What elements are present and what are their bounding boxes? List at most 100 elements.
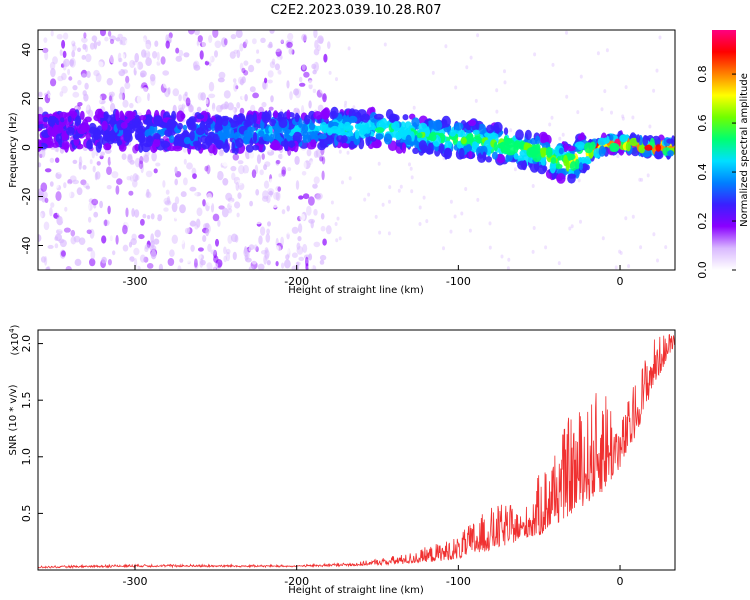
- noise-blob: [183, 52, 190, 58]
- noise-blob: [200, 259, 206, 266]
- noise-blob: [138, 237, 142, 246]
- ridge-blob: [267, 110, 272, 121]
- ridge-blob: [283, 139, 289, 152]
- noise-blob: [256, 179, 263, 189]
- noise-blob: [115, 254, 122, 262]
- ridge-blob: [85, 132, 91, 140]
- noise-blob: [442, 246, 445, 251]
- noise-blob: [104, 219, 108, 227]
- noise-blob: [202, 211, 206, 217]
- noise-blob: [335, 77, 338, 82]
- ridge-blob: [269, 133, 274, 143]
- ridge-blob: [534, 135, 541, 145]
- noise-blob: [116, 204, 123, 211]
- noise-blob: [131, 208, 135, 217]
- noise-blob: [312, 88, 317, 94]
- noise-blob: [93, 211, 99, 218]
- noise-blob: [248, 64, 255, 73]
- noise-blob: [315, 242, 321, 249]
- noise-blob: [299, 76, 303, 83]
- ridge-blob: [145, 136, 153, 148]
- noise-blob: [531, 249, 535, 254]
- ridge-blob: [84, 116, 92, 123]
- ridge-blob: [535, 143, 541, 151]
- ridge-blob: [243, 120, 251, 128]
- ridge-blob: [119, 110, 124, 120]
- noise-blob: [61, 39, 66, 49]
- noise-blob: [302, 93, 309, 100]
- noise-blob: [302, 180, 309, 189]
- noise-blob: [144, 43, 151, 50]
- noise-blob: [656, 258, 659, 263]
- noise-blob: [311, 179, 318, 185]
- ridge-blob: [401, 142, 407, 154]
- noise-blob: [225, 248, 231, 255]
- noise-blob: [194, 30, 200, 36]
- noise-blob: [278, 173, 283, 178]
- noise-blob: [171, 234, 178, 244]
- noise-blob: [195, 252, 202, 261]
- noise-blob: [99, 178, 105, 183]
- noise-blob: [175, 55, 183, 62]
- ridge-blob: [392, 121, 400, 132]
- noise-blob: [293, 88, 300, 96]
- ridge-blob: [51, 117, 59, 123]
- ridge-blob: [115, 109, 120, 122]
- ridge-blob: [190, 121, 197, 132]
- noise-blob: [136, 94, 143, 105]
- noise-blob: [454, 85, 458, 90]
- ridge-blob: [183, 136, 191, 145]
- noise-blob: [54, 236, 59, 241]
- noise-blob: [183, 217, 189, 226]
- noise-blob: [146, 263, 154, 269]
- noise-blob: [295, 180, 300, 190]
- ridge-blob: [105, 143, 112, 151]
- noise-blob: [178, 237, 185, 245]
- noise-blob: [106, 185, 112, 190]
- noise-blob: [229, 200, 234, 206]
- noise-blob: [118, 92, 124, 100]
- noise-blob: [109, 35, 117, 41]
- noise-blob: [408, 162, 411, 167]
- noise-blob: [565, 30, 568, 35]
- ridge-blob: [410, 141, 414, 147]
- noise-blob: [93, 223, 100, 229]
- noise-blob: [495, 88, 499, 93]
- ridge-blob: [153, 138, 161, 148]
- noise-blob: [246, 30, 253, 38]
- ridge-blob: [297, 117, 303, 128]
- noise-blob: [196, 106, 202, 113]
- noise-blob: [128, 190, 134, 196]
- noise-blob: [256, 100, 261, 108]
- noise-blob: [250, 216, 257, 222]
- noise-blob: [219, 66, 226, 71]
- noise-blob: [336, 216, 340, 221]
- ridge-blob: [64, 142, 69, 153]
- noise-blob: [81, 54, 86, 60]
- ridge-blob: [416, 132, 423, 139]
- noise-blob: [76, 187, 83, 196]
- noise-blob: [227, 102, 234, 111]
- noise-blob: [188, 30, 195, 35]
- noise-blob: [381, 202, 385, 207]
- noise-blob: [125, 207, 129, 218]
- noise-blob: [346, 150, 350, 155]
- noise-blob: [178, 94, 182, 102]
- noise-blob: [252, 231, 257, 240]
- ridge-blob: [584, 142, 594, 154]
- ridge-blob: [318, 133, 327, 140]
- noise-blob: [235, 30, 243, 38]
- noise-blob: [202, 199, 206, 207]
- noise-blob: [278, 161, 283, 171]
- noise-blob: [387, 231, 391, 236]
- noise-blob: [321, 156, 326, 165]
- noise-blob: [255, 189, 260, 196]
- noise-blob: [61, 213, 67, 223]
- ridge-blob: [380, 117, 388, 129]
- noise-blob: [231, 172, 236, 181]
- noise-blob: [238, 165, 245, 175]
- noise-blob: [239, 107, 245, 115]
- noise-blob: [56, 216, 64, 226]
- noise-blob: [251, 169, 257, 179]
- noise-blob: [141, 49, 147, 58]
